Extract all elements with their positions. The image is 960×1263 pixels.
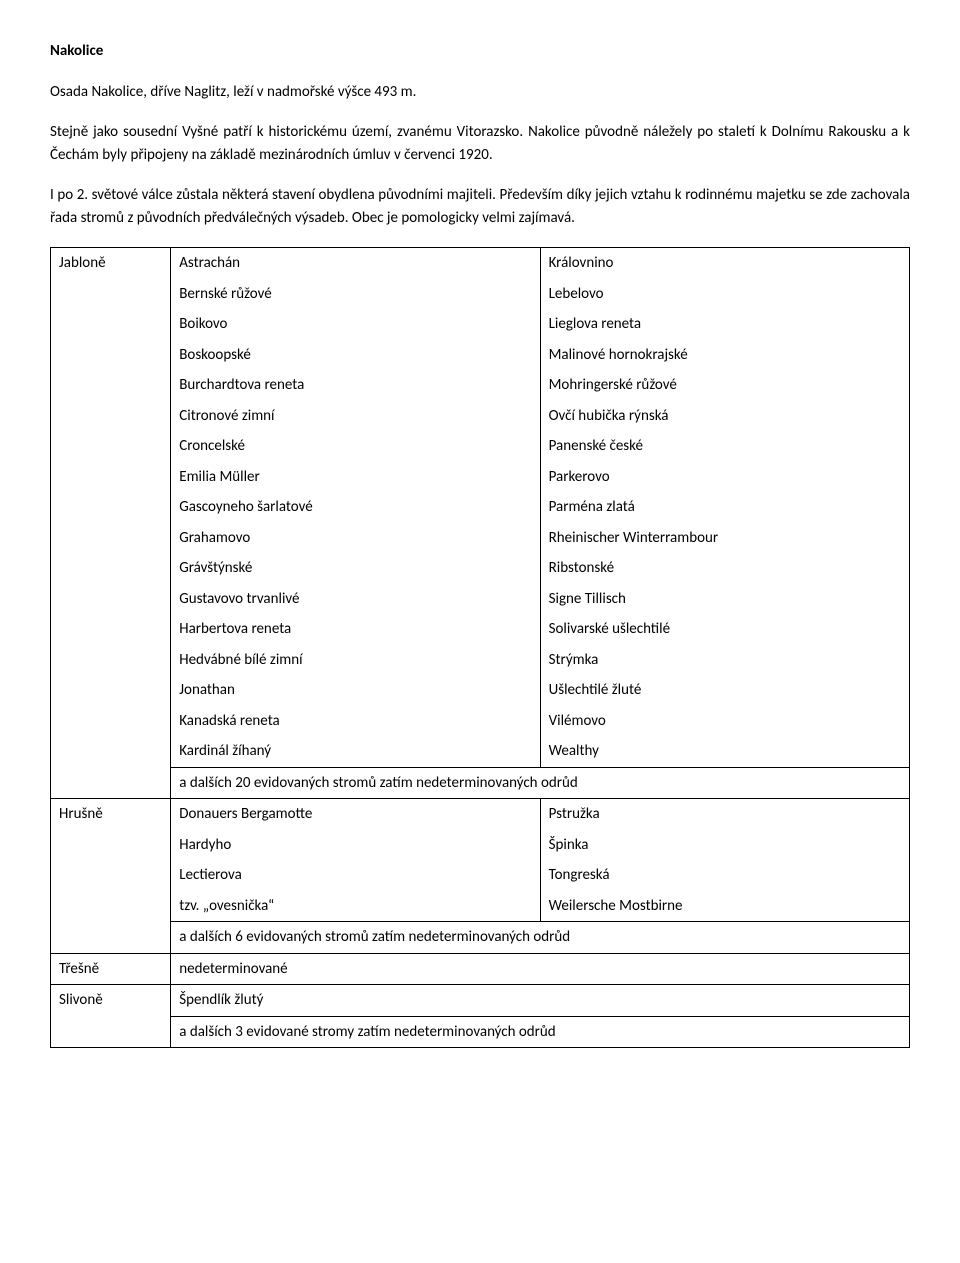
category-label: Třešně [51, 953, 171, 985]
category-label: Hrušně [51, 799, 171, 830]
variety-cell: Jonathan [171, 675, 540, 706]
variety-cell: Hedvábné bílé zimní [171, 645, 540, 676]
variety-cell: Tongreská [540, 860, 909, 891]
variety-cell: nedeterminované [171, 953, 910, 985]
variety-cell: Královnino [540, 248, 909, 279]
variety-cell: Boikovo [171, 309, 540, 340]
variety-cell: Malinové hornokrajské [540, 340, 909, 371]
variety-cell: tzv. „ovesnička“ [171, 891, 540, 922]
variety-cell: Weilersche Mostbirne [540, 891, 909, 922]
paragraph-3: I po 2. světové válce zůstala některá st… [50, 184, 910, 229]
paragraph-2: Stejně jako sousední Vyšné patří k histo… [50, 121, 910, 166]
variety-cell: Panenské české [540, 431, 909, 462]
category-label: Slivoně [51, 985, 171, 1017]
variety-cell: Kanadská reneta [171, 706, 540, 737]
variety-cell: Lebelovo [540, 279, 909, 310]
variety-cell: Boskoopské [171, 340, 540, 371]
variety-cell: Donauers Bergamotte [171, 799, 540, 830]
variety-cell: Burchardtova reneta [171, 370, 540, 401]
variety-cell: Solivarské ušlechtilé [540, 614, 909, 645]
page-title: Nakolice [50, 40, 910, 63]
variety-cell: Ovčí hubička rýnská [540, 401, 909, 432]
variety-cell: Astrachán [171, 248, 540, 279]
variety-cell: Vilémovo [540, 706, 909, 737]
paragraph-1: Osada Nakolice, dříve Naglitz, leží v na… [50, 81, 910, 104]
variety-cell: Rheinischer Winterrambour [540, 523, 909, 554]
variety-cell: Grahamovo [171, 523, 540, 554]
note-cell: a dalších 6 evidovaných stromů zatím ned… [171, 922, 910, 954]
variety-cell: Croncelské [171, 431, 540, 462]
variety-cell: Lieglova reneta [540, 309, 909, 340]
variety-cell: Strýmka [540, 645, 909, 676]
variety-cell: Ribstonské [540, 553, 909, 584]
variety-cell: Wealthy [540, 736, 909, 767]
variety-cell: Parkerovo [540, 462, 909, 493]
variety-cell: Hardyho [171, 830, 540, 861]
variety-cell: Gustavovo trvanlivé [171, 584, 540, 615]
variety-cell: Bernské růžové [171, 279, 540, 310]
category-label: Jabloně [51, 248, 171, 279]
variety-cell: Signe Tillisch [540, 584, 909, 615]
variety-cell: Grávštýnské [171, 553, 540, 584]
variety-cell: Citronové zimní [171, 401, 540, 432]
variety-cell: Kardinál žíhaný [171, 736, 540, 767]
note-cell: a dalších 20 evidovaných stromů zatím ne… [171, 767, 910, 799]
variety-cell: Lectierova [171, 860, 540, 891]
variety-cell: Ušlechtilé žluté [540, 675, 909, 706]
variety-cell: Emilia Müller [171, 462, 540, 493]
variety-cell: Harbertova reneta [171, 614, 540, 645]
varieties-table: JabloněAstrachánKrálovninoBernské růžové… [50, 247, 910, 1048]
variety-cell: Mohringerské růžové [540, 370, 909, 401]
note-cell: a dalších 3 evidované stromy zatím nedet… [171, 1016, 910, 1048]
variety-cell: Špinka [540, 830, 909, 861]
variety-cell: Gascoyneho šarlatové [171, 492, 540, 523]
variety-cell: Parména zlatá [540, 492, 909, 523]
variety-cell: Pstružka [540, 799, 909, 830]
variety-cell: Špendlík žlutý [171, 985, 910, 1017]
